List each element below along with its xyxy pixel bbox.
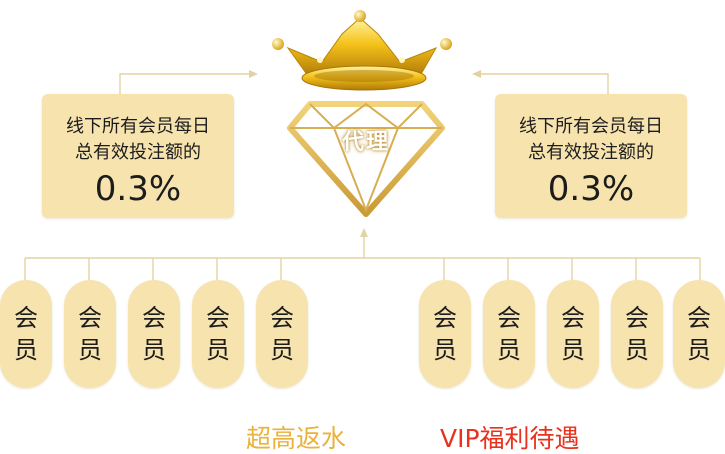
member-pill: 会 员	[419, 280, 471, 388]
rebate-caption: 超高返水	[246, 424, 347, 453]
member-char: 会	[625, 304, 649, 332]
member-char: 会	[270, 304, 294, 332]
member-pill: 会 员	[611, 280, 663, 388]
member-pill: 会 员	[128, 280, 180, 388]
member-char: 会	[687, 304, 711, 332]
info-line-1: 线下所有会员每日	[519, 116, 663, 137]
member-char: 员	[433, 336, 457, 364]
member-char: 会	[497, 304, 521, 332]
member-char: 员	[78, 336, 102, 364]
member-char: 会	[14, 304, 38, 332]
info-line-2: 总有效投注额的	[528, 142, 654, 163]
member-char: 员	[142, 336, 166, 364]
member-char: 会	[78, 304, 102, 332]
info-line-2: 总有效投注额的	[75, 142, 201, 163]
member-char: 会	[561, 304, 585, 332]
member-char: 员	[270, 336, 294, 364]
commission-percent: 0.3%	[94, 169, 182, 209]
member-pill: 会 员	[673, 280, 725, 388]
member-pill: 会 员	[192, 280, 244, 388]
member-char: 员	[687, 336, 711, 364]
commission-percent: 0.3%	[547, 169, 635, 209]
diamond-icon	[287, 101, 445, 217]
info-line-1: 线下所有会员每日	[66, 116, 210, 137]
member-pill: 会 员	[64, 280, 116, 388]
vip-caption: VIP福利待遇	[440, 424, 580, 453]
crown-icon	[272, 10, 452, 91]
member-pill: 会 员	[0, 280, 52, 388]
member-char: 员	[561, 336, 585, 364]
right-commission-box: 线下所有会员每日 总有效投注额的 0.3%	[495, 94, 687, 218]
member-pill: 会 员	[547, 280, 599, 388]
left-commission-box: 线下所有会员每日 总有效投注额的 0.3%	[42, 94, 234, 218]
member-char: 员	[206, 336, 230, 364]
member-char: 员	[497, 336, 521, 364]
member-char: 会	[433, 304, 457, 332]
member-char: 员	[14, 336, 38, 364]
agent-label: 代理	[341, 130, 390, 155]
member-pill: 会 员	[483, 280, 535, 388]
member-char: 会	[142, 304, 166, 332]
member-char: 会	[206, 304, 230, 332]
member-pill: 会 员	[256, 280, 308, 388]
member-char: 员	[625, 336, 649, 364]
